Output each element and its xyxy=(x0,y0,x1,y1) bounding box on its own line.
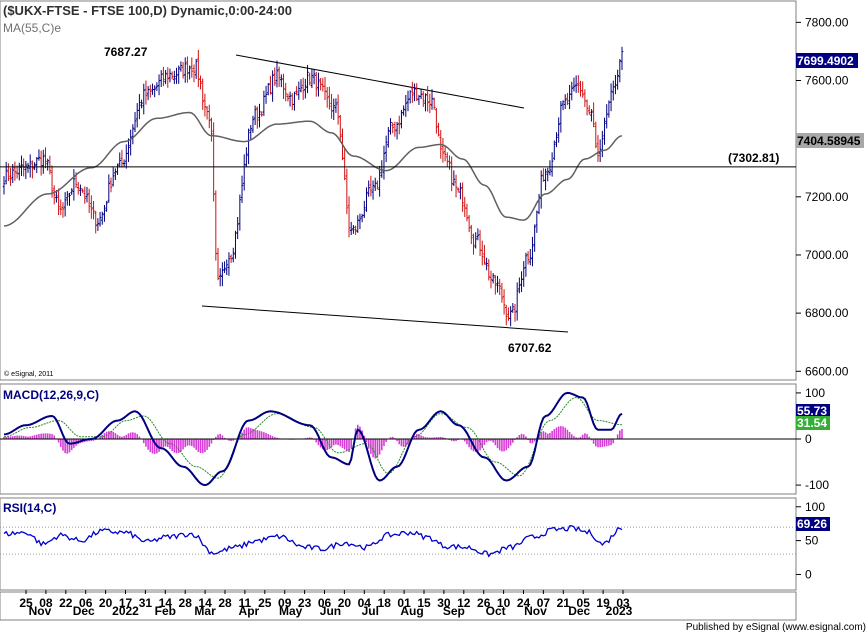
day-label: 17 xyxy=(119,596,133,610)
low-annotation: 6707.62 xyxy=(508,341,552,355)
month-label: Sep xyxy=(443,604,465,618)
rsi-tick-label: 50 xyxy=(805,534,819,548)
month-label: Nov xyxy=(524,604,547,618)
macd-label: MACD(12,26,9,C) xyxy=(3,388,99,402)
price-tick-label: 7800.00 xyxy=(805,15,849,29)
ma-indicator-label: MA(55,C)e xyxy=(3,21,61,35)
lower-trendline xyxy=(201,305,569,333)
price-candles xyxy=(2,46,624,327)
day-label: 20 xyxy=(99,596,113,610)
day-label: 31 xyxy=(139,596,153,610)
month-label: Aug xyxy=(400,604,423,618)
day-label: 12 xyxy=(457,596,471,610)
rsi-value-label: 69.26 xyxy=(797,517,827,531)
ma-value-label: 7404.58945 xyxy=(797,134,861,148)
rsi-tick-label: 100 xyxy=(805,500,825,514)
day-label: 25 xyxy=(258,596,272,610)
day-label: 21 xyxy=(557,596,571,610)
day-label: 25 xyxy=(19,596,33,610)
month-label: May xyxy=(279,604,303,618)
month-label: Dec xyxy=(568,604,590,618)
day-label: 07 xyxy=(537,596,551,610)
price-tick-label: 7200.00 xyxy=(805,190,849,204)
time-axis-frame xyxy=(0,591,797,621)
day-label: 06 xyxy=(318,596,332,610)
rsi-tick-label: 0 xyxy=(805,567,812,581)
day-label: 22 xyxy=(59,596,73,610)
month-label: 2023 xyxy=(606,604,633,618)
price-tick-label: 7600.00 xyxy=(805,74,849,88)
day-label: 18 xyxy=(378,596,392,610)
day-label: 09 xyxy=(278,596,292,610)
signal-value-box xyxy=(796,416,830,430)
macd-tick-label: -100 xyxy=(805,478,829,492)
high-annotation: 7687.27 xyxy=(104,45,148,59)
macd-tick-label: 0 xyxy=(805,432,812,446)
day-label: 11 xyxy=(239,596,252,610)
month-label: Mar xyxy=(194,604,216,618)
day-label: 28 xyxy=(179,596,193,610)
signal-value-label: 31.54 xyxy=(797,416,827,430)
footer-credit: Published by eSignal (www.esignal.com) xyxy=(686,622,866,633)
month-label: Oct xyxy=(486,604,506,618)
day-label: 23 xyxy=(298,596,312,610)
month-label: Jul xyxy=(362,604,379,618)
macd-axis: -100 0 100 xyxy=(796,386,829,492)
day-label: 05 xyxy=(577,596,591,610)
rsi-label: RSI(14,C) xyxy=(3,501,56,515)
month-label: Nov xyxy=(29,604,52,618)
day-label: 01 xyxy=(397,596,411,610)
day-label: 03 xyxy=(616,596,630,610)
day-label: 10 xyxy=(497,596,511,610)
macd-tick-label: 100 xyxy=(805,386,825,400)
chart-title: ($UKX-FTSE - FTSE 100,D) Dynamic,0:00-24… xyxy=(3,3,292,18)
time-axis: 25 08 22 06 20 17 31 14 28 14 28 11 25 09 23 06 20 04 18 01… xyxy=(19,590,633,618)
price-panel-frame xyxy=(0,0,797,381)
day-label: 14 xyxy=(159,596,173,610)
rsi-panel-frame xyxy=(0,497,797,591)
rsi-axis: 0 50 100 xyxy=(796,500,825,581)
macd-line xyxy=(3,391,623,487)
price-trendlines xyxy=(201,54,569,333)
last-price-box xyxy=(796,53,858,68)
macd-value-label: 55.73 xyxy=(797,404,827,418)
price-tick-label: 6800.00 xyxy=(805,306,849,320)
day-label: 30 xyxy=(437,596,451,610)
price-tick-label: 7000.00 xyxy=(805,248,849,262)
day-label: 26 xyxy=(477,596,491,610)
day-label: 04 xyxy=(358,596,372,610)
rsi-line xyxy=(3,525,623,558)
ma-55-line xyxy=(3,111,623,227)
month-label: 2022 xyxy=(112,604,139,618)
day-label: 24 xyxy=(517,596,531,610)
month-label: Apr xyxy=(239,604,260,618)
month-label: Jun xyxy=(320,604,341,618)
upper-trendline xyxy=(235,54,525,109)
price-axis: 6600.006800.007000.007200.007400.007600.… xyxy=(796,15,849,378)
month-label: Feb xyxy=(155,604,176,618)
day-label: 28 xyxy=(218,596,232,610)
day-label: 06 xyxy=(79,596,93,610)
source-note: © eSignal, 2011 xyxy=(4,370,54,378)
last-price-label: 7699.4902 xyxy=(797,54,854,68)
ma-value-box xyxy=(796,133,864,148)
day-label: 19 xyxy=(596,596,610,610)
day-label: 08 xyxy=(39,596,53,610)
level-annotation: (7302.81) xyxy=(728,151,779,165)
month-label: Dec xyxy=(73,604,95,618)
macd-value-box xyxy=(796,404,830,418)
price-tick-label: 6600.00 xyxy=(805,364,849,378)
day-label: 20 xyxy=(338,596,352,610)
day-label: 15 xyxy=(417,596,431,610)
rsi-value-box xyxy=(796,517,830,531)
day-label: 14 xyxy=(198,596,212,610)
